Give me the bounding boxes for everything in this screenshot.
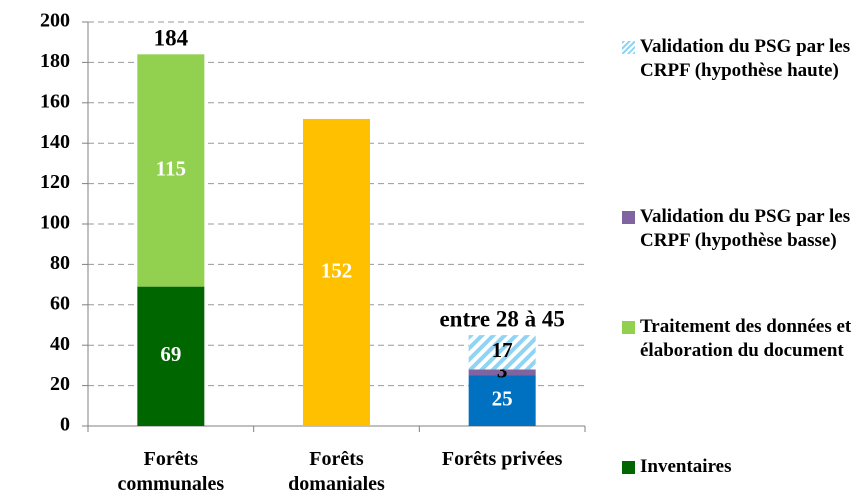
y-tick-label: 60 xyxy=(50,292,70,314)
bar-segment xyxy=(468,369,536,376)
total-label: 184 xyxy=(154,26,189,51)
y-tick-label: 140 xyxy=(40,131,70,153)
y-tick-label: 20 xyxy=(50,373,70,395)
legend-swatch xyxy=(622,461,635,474)
value-label: 3 xyxy=(497,358,508,382)
y-tick-label: 180 xyxy=(40,50,70,72)
x-tick-label: Forêts domaniales xyxy=(288,448,385,495)
legend-swatch xyxy=(622,211,635,224)
bar-segment xyxy=(468,375,536,426)
x-tick-label: Forêts communales xyxy=(117,448,225,495)
value-label: 69 xyxy=(160,342,181,366)
y-tick-label: 80 xyxy=(50,252,70,274)
legend-swatch xyxy=(622,41,635,54)
value-label: 115 xyxy=(156,156,186,180)
legend-entry: Inventaires xyxy=(622,455,862,479)
bar-segment xyxy=(137,286,205,426)
bar-segment xyxy=(468,335,536,370)
bar-segment xyxy=(137,54,205,287)
y-tick-label: 40 xyxy=(50,333,70,355)
legend-entry: Validation du PSG par les CRPF (hypothès… xyxy=(622,35,862,83)
y-tick-label: 0 xyxy=(60,414,70,436)
legend-label: Traitement des données et élaboration du… xyxy=(640,316,852,361)
y-tick-label: 160 xyxy=(40,90,70,112)
value-label: 25 xyxy=(492,387,513,411)
legend-label: Validation du PSG par les CRPF (hypothès… xyxy=(640,36,851,81)
x-tick-label: Forêts privées xyxy=(441,448,563,470)
legend-swatch xyxy=(622,321,635,334)
value-label: 17 xyxy=(492,338,513,362)
value-label: 152 xyxy=(321,258,353,282)
legend-label: Inventaires xyxy=(640,456,732,477)
y-tick-label: 120 xyxy=(40,171,70,193)
legend-entry: Validation du PSG par les CRPF (hypothès… xyxy=(622,205,862,253)
y-tick-label: 100 xyxy=(40,212,70,234)
y-tick-label: 200 xyxy=(40,10,70,32)
bar-segment xyxy=(303,118,370,427)
legend-entry: Traitement des données et élaboration du… xyxy=(622,315,862,363)
legend-label: Validation du PSG par les CRPF (hypothès… xyxy=(640,206,851,251)
total-label: entre 28 à 45 xyxy=(439,306,564,331)
